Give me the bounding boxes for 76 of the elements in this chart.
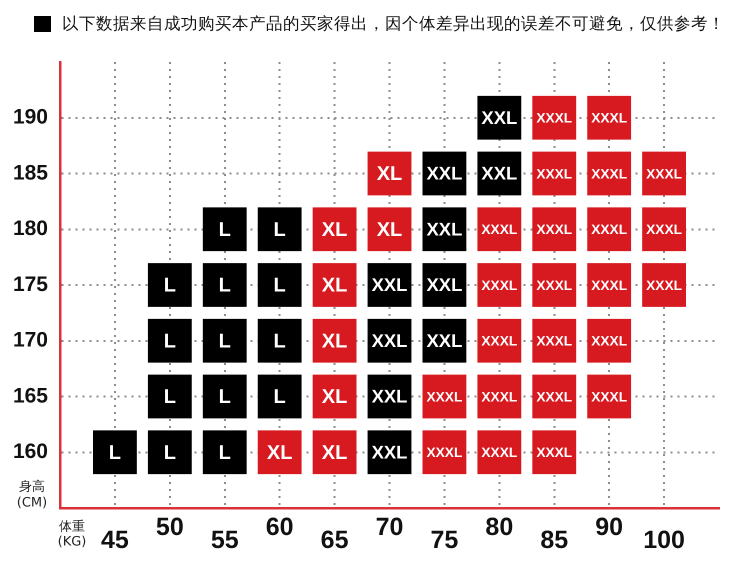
text: XXXL [481, 334, 518, 349]
series-label: XXXL [426, 389, 462, 404]
text: XXXL [536, 334, 572, 349]
text: L [164, 386, 176, 408]
x-tick-label: 75 [430, 526, 458, 554]
text: L [218, 386, 231, 408]
text: XXXL [536, 389, 572, 404]
text: XXL [372, 386, 408, 407]
text: XXL [426, 218, 462, 240]
text: L [274, 386, 286, 408]
text: XXXL [591, 334, 628, 349]
text: XXL [372, 441, 408, 462]
text: L [164, 330, 176, 352]
text: XL [322, 442, 348, 464]
text: L [274, 330, 286, 352]
text: XXL [426, 330, 462, 351]
x-axis-title: 体重 (KG) [58, 519, 86, 550]
x-tick-label: 45 [101, 526, 129, 554]
text: L [274, 274, 286, 297]
x-tick-label: 80 [485, 512, 514, 541]
text: XXXL [646, 278, 682, 293]
text: XL [376, 218, 402, 241]
x-tick-label: 65 [320, 526, 349, 554]
text: XXL [372, 274, 408, 296]
x-tick-label: 70 [376, 512, 404, 541]
x-tick-label: 90 [595, 512, 624, 541]
text: XXXL [481, 222, 518, 238]
text: XXXL [591, 166, 628, 182]
text: XXXL [591, 110, 628, 126]
text: XXXL [536, 222, 572, 238]
text: L [108, 442, 122, 464]
y-tick-label: 190 [12, 106, 48, 129]
text: L [218, 274, 231, 297]
text: XXXL [646, 222, 682, 238]
y-tick-label: 185 [12, 161, 48, 184]
text: XXXL [536, 110, 572, 126]
text: L [218, 330, 231, 352]
text: XXXL [591, 278, 628, 293]
y-tick-label: 175 [12, 272, 48, 296]
text: XXXL [591, 389, 628, 404]
series-label: XXL [426, 162, 462, 184]
x-tick-label: 85 [540, 526, 568, 554]
text: L [164, 274, 176, 297]
x-tick-label: 100 [643, 526, 685, 554]
text: XXXL [536, 445, 572, 460]
text: XL [322, 274, 348, 297]
text: XXL [481, 162, 518, 184]
series-label: L [218, 218, 231, 241]
text: L [218, 442, 231, 464]
text: L [164, 442, 176, 464]
text: L [274, 218, 286, 241]
text: XXXL [481, 389, 518, 404]
x-tick-label: 50 [156, 512, 184, 541]
chart-title: 以下数据来自成功购买本产品的买家得出，因个体差异出现的误差不可避免，仅供参考！ [62, 13, 725, 35]
y-tick-label: 160 [12, 440, 48, 464]
series-label: XL [266, 442, 292, 464]
text: XXXL [591, 222, 628, 238]
text: XXXL [536, 278, 572, 293]
x-tick-label: 60 [266, 512, 294, 541]
text: XXXL [536, 166, 572, 182]
text: XXXL [481, 278, 518, 293]
y-tick-label: 180 [12, 217, 48, 240]
y-tick-label: 165 [12, 384, 48, 408]
text: XXL [372, 330, 408, 351]
y-axis-title: 身高 (CM) [16, 478, 48, 510]
text: XXXL [646, 166, 682, 182]
text: XXXL [426, 445, 462, 460]
text: XL [322, 330, 348, 352]
text: XXXL [481, 445, 518, 460]
text: XL [322, 386, 348, 408]
text: XL [376, 163, 402, 186]
text: XXL [426, 274, 462, 296]
x-tick-label: 55 [210, 526, 239, 554]
text: XL [322, 218, 348, 241]
text: XXL [481, 106, 518, 128]
y-tick-label: 170 [12, 328, 48, 352]
